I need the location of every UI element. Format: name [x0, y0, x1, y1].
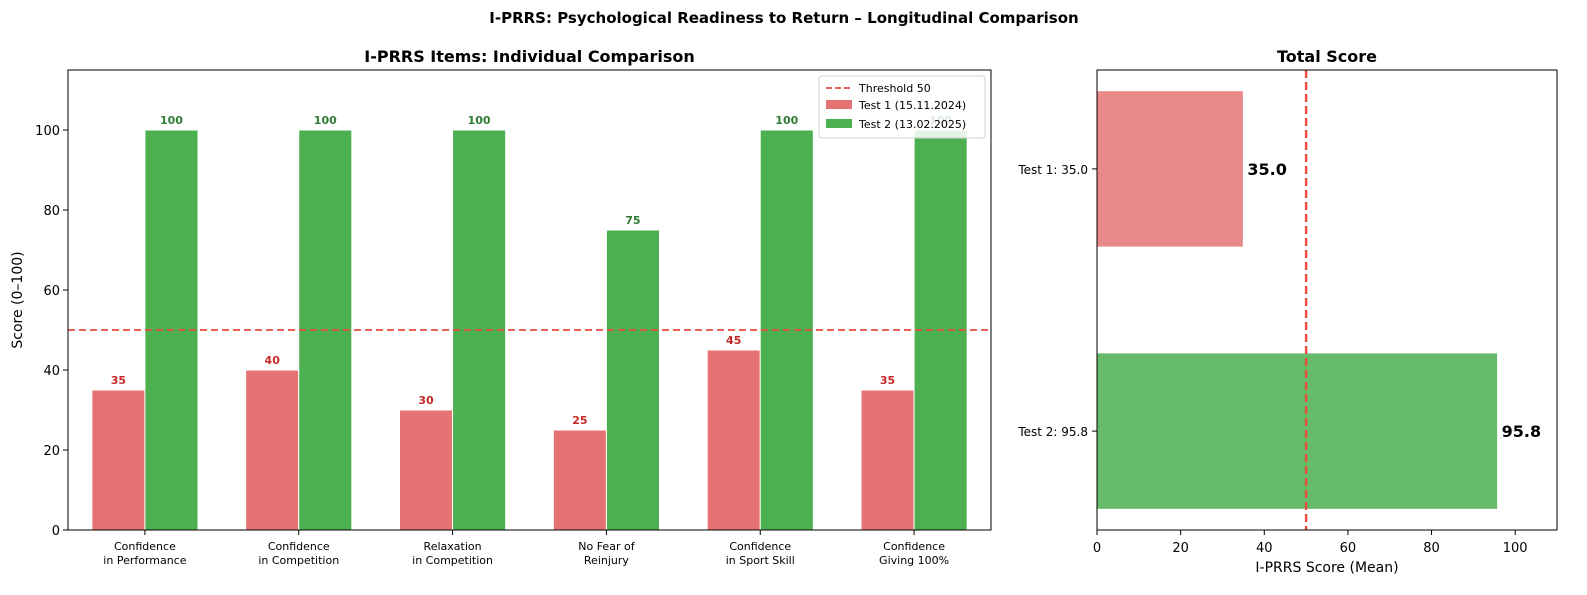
- x-tick-label: in Competition: [258, 554, 339, 567]
- total-value-label-test1: 35.0: [1247, 160, 1286, 179]
- total-chart-frame: [1096, 69, 1558, 531]
- items-chart-frame: [67, 69, 992, 531]
- y-tick-label: 0: [52, 524, 60, 539]
- total-bar-test2: [1096, 352, 1499, 510]
- bar-value-label-test2: 100: [314, 114, 337, 127]
- bar-value-label-test1: 35: [111, 374, 126, 387]
- total-chart-title: Total Score: [1277, 47, 1377, 66]
- x-tick-label: 40: [1256, 541, 1273, 556]
- bar-test1: [245, 369, 300, 531]
- x-tick-label: Confidence: [114, 540, 176, 553]
- x-tick-label: 100: [1503, 541, 1528, 556]
- x-tick-label: Giving 100%: [879, 554, 949, 567]
- total-value-label-test2: 95.8: [1502, 422, 1541, 441]
- y-axis-label: Score (0–100): [10, 251, 26, 348]
- bar-test1: [91, 389, 146, 531]
- bar-value-label-test1: 30: [418, 394, 434, 407]
- x-tick-label: in Sport Skill: [726, 554, 795, 567]
- bar-test1: [399, 409, 454, 531]
- x-tick-label: 80: [1423, 541, 1440, 556]
- total-score-chart: Total Score 35.0 Test 1: 35.0 95.8 Test 2: 9…: [1017, 47, 1558, 576]
- y-tick-label: 60: [43, 284, 60, 299]
- figure-suptitle: I-PRRS: Psychological Readiness to Retur…: [489, 9, 1078, 27]
- x-tick-label: Confidence: [268, 540, 330, 553]
- x-tick-label: Confidence: [883, 540, 945, 553]
- x-tick-label: 0: [1093, 541, 1101, 556]
- legend-test2-swatch: [826, 119, 852, 128]
- legend-box: [818, 75, 986, 139]
- bar-value-label-test2: 100: [468, 114, 491, 127]
- bar-value-label-test1: 25: [572, 414, 587, 427]
- bar-test1: [860, 389, 915, 531]
- x-tick-label: in Competition: [412, 554, 493, 567]
- legend-test1-label: Test 1 (15.11.2024): [858, 99, 966, 112]
- x-tick-label: 60: [1340, 541, 1357, 556]
- x-axis-label: I-PRRS Score (Mean): [1255, 560, 1398, 576]
- x-tick-label: Relaxation: [424, 540, 482, 553]
- bar-value-label-test1: 35: [880, 374, 895, 387]
- items-chart: I-PRRS Items: Individual Comparison 0 20 40…: [10, 47, 992, 567]
- x-tick-label: Reinjury: [584, 554, 629, 567]
- bar-test1: [706, 349, 761, 531]
- bar-test2: [605, 229, 660, 531]
- x-tick-label: in Performance: [103, 554, 186, 567]
- items-chart-title: I-PRRS Items: Individual Comparison: [364, 47, 695, 66]
- category-label-test1: Test 1: 35.0: [1017, 163, 1088, 177]
- legend-test2-label: Test 2 (13.02.2025): [858, 118, 966, 131]
- bar-value-label-test2: 75: [625, 214, 640, 227]
- bar-value-label-test2: 100: [775, 114, 798, 127]
- bar-value-label-test2: 100: [160, 114, 183, 127]
- x-tick-label: No Fear of: [578, 540, 635, 553]
- legend-test1-swatch: [826, 100, 852, 109]
- total-bar-test1: [1096, 90, 1244, 248]
- y-tick-label: 80: [43, 204, 60, 219]
- bar-value-label-test1: 45: [726, 334, 741, 347]
- category-label-test2: Test 2: 95.8: [1017, 425, 1088, 439]
- y-tick-label: 100: [35, 124, 60, 139]
- x-tick-label: Confidence: [729, 540, 791, 553]
- bar-value-label-test1: 40: [265, 354, 281, 367]
- y-tick-label: 20: [43, 444, 60, 459]
- x-tick-label: 20: [1172, 541, 1189, 556]
- legend-threshold-label: Threshold 50: [858, 82, 931, 95]
- y-tick-label: 40: [43, 364, 60, 379]
- bar-test1: [552, 429, 607, 531]
